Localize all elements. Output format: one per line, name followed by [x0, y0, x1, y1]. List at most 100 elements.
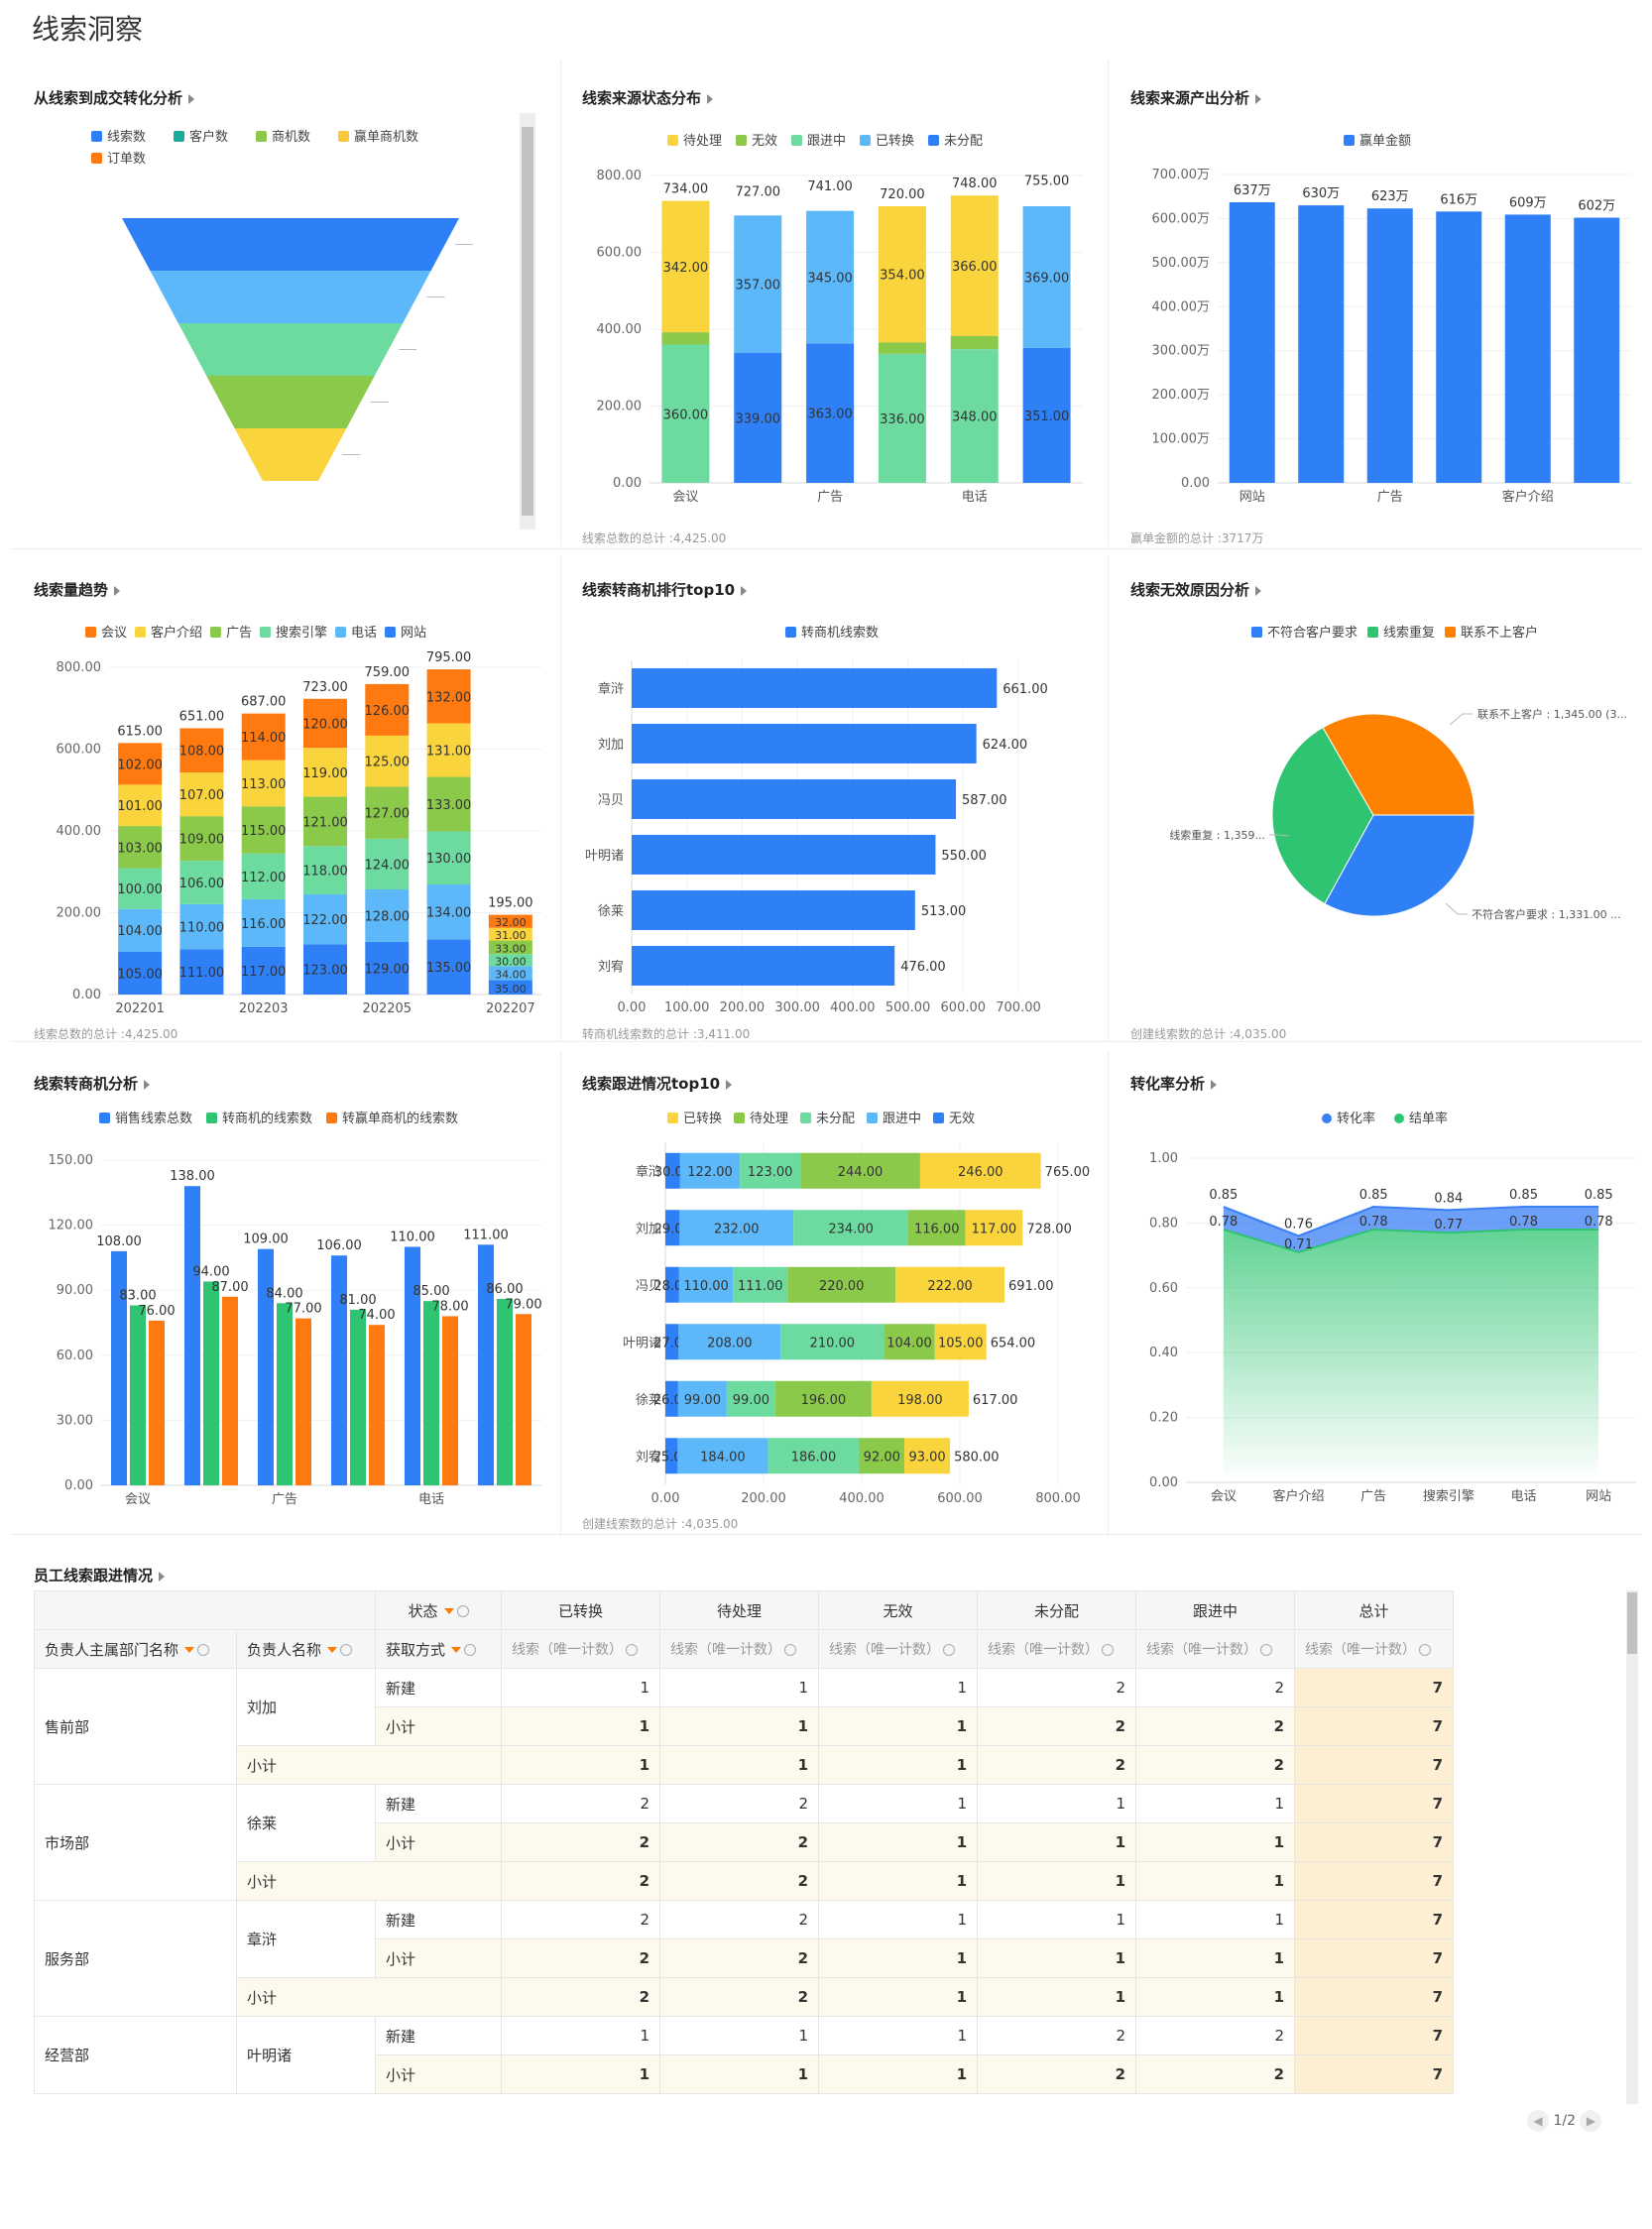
bar-segment[interactable] [767, 1438, 860, 1474]
caret-right-icon[interactable] [159, 1571, 166, 1582]
legend-swatch[interactable] [667, 1113, 678, 1123]
bar[interactable] [632, 946, 895, 986]
prev-page-button[interactable]: ◀ [1527, 2110, 1549, 2132]
bar[interactable] [277, 1303, 293, 1485]
legend-label[interactable]: 订单数 [107, 152, 146, 167]
bar-segment[interactable] [884, 1324, 935, 1360]
row-header-person[interactable]: 负责人名称 [236, 1629, 376, 1669]
legend-swatch[interactable] [256, 131, 267, 142]
bar-segment[interactable] [806, 210, 855, 344]
trend-title[interactable]: 线索量趋势 [34, 579, 121, 600]
bar[interactable] [516, 1314, 531, 1485]
bar-segment[interactable] [950, 349, 999, 483]
bar-segment[interactable] [426, 939, 471, 995]
bar-segment[interactable] [665, 1266, 679, 1303]
to-opp-title[interactable]: 线索转商机分析 [34, 1073, 151, 1094]
bar-segment[interactable] [677, 1380, 727, 1417]
source-output-title[interactable]: 线索来源产出分析 [1130, 87, 1262, 108]
legend-swatch[interactable] [326, 1113, 337, 1123]
legend-label[interactable]: 转化率 [1337, 1111, 1375, 1126]
sub-header[interactable]: 线索（唯一计数） [501, 1629, 660, 1669]
legend-label[interactable]: 已转换 [683, 1112, 722, 1126]
bar-segment[interactable] [904, 1438, 951, 1474]
bar-segment[interactable] [665, 1210, 680, 1246]
sub-header[interactable]: 线索（唯一计数） [1135, 1629, 1295, 1669]
bar-segment[interactable] [878, 353, 926, 483]
bar[interactable] [632, 835, 936, 875]
bar-segment[interactable] [303, 846, 347, 894]
bar-segment[interactable] [665, 1324, 679, 1360]
legend-swatch[interactable] [791, 135, 802, 146]
bar-segment[interactable] [780, 1324, 885, 1360]
bar-segment[interactable] [806, 343, 855, 483]
bar-segment[interactable] [179, 772, 224, 817]
bar-segment[interactable] [179, 861, 224, 904]
legend-label[interactable]: 线索重复 [1383, 625, 1435, 641]
bar-segment[interactable] [679, 1210, 794, 1246]
caret-right-icon[interactable] [726, 1079, 733, 1090]
funnel-layer[interactable] [150, 271, 431, 323]
conversion-title[interactable]: 转化率分析 [1130, 1073, 1218, 1094]
bar-segment[interactable] [679, 1152, 741, 1189]
legend-swatch[interactable] [1367, 627, 1378, 638]
legend-label[interactable]: 未分配 [816, 1112, 855, 1126]
bar-segment[interactable] [241, 713, 286, 761]
bar-segment[interactable] [859, 1438, 905, 1474]
bar[interactable] [1298, 205, 1345, 483]
funnel-layer[interactable] [177, 323, 404, 376]
bar-segment[interactable] [774, 1380, 872, 1417]
legend-swatch[interactable] [91, 153, 102, 164]
caret-right-icon[interactable] [114, 585, 121, 596]
series-line[interactable] [1223, 1206, 1599, 1237]
bar[interactable] [1574, 217, 1620, 483]
bar-segment[interactable] [661, 332, 710, 345]
bar[interactable] [632, 890, 915, 930]
bar-segment[interactable] [665, 1152, 680, 1189]
bar-segment[interactable] [488, 954, 532, 967]
bar[interactable] [1229, 201, 1275, 483]
bar-segment[interactable] [871, 1380, 969, 1417]
caret-right-icon[interactable] [188, 93, 195, 104]
sort-icon[interactable] [327, 1647, 338, 1653]
bar-segment[interactable] [365, 888, 410, 942]
dropdown-circle-icon[interactable] [1102, 1644, 1114, 1656]
bar-segment[interactable] [118, 951, 163, 995]
sort-icon[interactable] [451, 1647, 462, 1653]
sub-header[interactable]: 线索（唯一计数） [977, 1629, 1136, 1669]
bar-segment[interactable] [793, 1210, 909, 1246]
bar-segment[interactable] [1022, 347, 1071, 483]
table-scrollbar[interactable] [1626, 1590, 1638, 2104]
legend-label[interactable]: 客户数 [189, 129, 228, 145]
bar[interactable] [111, 1250, 127, 1485]
series-line[interactable] [1223, 1228, 1599, 1253]
legend-label[interactable]: 跟进中 [807, 134, 846, 149]
bar[interactable] [632, 668, 998, 708]
bar-segment[interactable] [426, 723, 471, 777]
bar-segment[interactable] [241, 853, 286, 899]
row-header-dept[interactable]: 负责人主属部门名称 [34, 1629, 237, 1669]
bar[interactable] [632, 779, 957, 819]
legend-swatch[interactable] [99, 1113, 110, 1123]
bar-segment[interactable] [118, 743, 163, 785]
bar-segment[interactable] [678, 1324, 781, 1360]
bar-segment[interactable] [488, 940, 532, 955]
bar-segment[interactable] [426, 831, 471, 885]
bar[interactable] [295, 1318, 311, 1485]
legend-label[interactable]: 待处理 [750, 1112, 788, 1126]
bar-segment[interactable] [365, 683, 410, 736]
bar[interactable] [405, 1246, 420, 1485]
bar[interactable] [442, 1316, 458, 1485]
legend-label[interactable]: 赢单金额 [1359, 133, 1411, 149]
table-title[interactable]: 员工线索跟进情况 [34, 1565, 166, 1585]
row-header-method[interactable]: 获取方式 [375, 1629, 502, 1669]
legend-label[interactable]: 客户介绍 [151, 625, 202, 641]
dropdown-circle-icon[interactable] [626, 1644, 638, 1656]
legend-label[interactable]: 电话 [351, 626, 377, 641]
legend-label[interactable]: 无效 [752, 134, 777, 149]
legend-swatch[interactable] [335, 627, 346, 638]
dropdown-circle-icon[interactable] [197, 1644, 210, 1656]
bar[interactable] [350, 1309, 366, 1485]
bar[interactable] [1436, 211, 1482, 483]
sub-header[interactable]: 线索（唯一计数） [659, 1629, 819, 1669]
scrollbar-thumb[interactable] [522, 127, 533, 516]
